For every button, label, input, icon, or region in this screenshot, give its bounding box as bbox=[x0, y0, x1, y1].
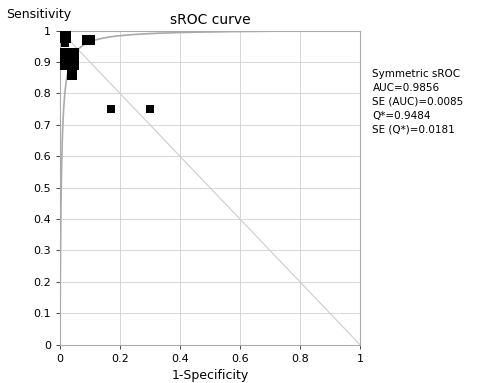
Point bbox=[83, 37, 91, 43]
Text: Sensitivity: Sensitivity bbox=[6, 8, 71, 21]
Point bbox=[68, 72, 76, 78]
Point bbox=[107, 106, 115, 112]
Point bbox=[58, 31, 66, 37]
Point bbox=[60, 34, 68, 40]
Point bbox=[60, 40, 68, 46]
Text: Symmetric sROC
AUC=0.9856
SE (AUC)=0.0085
Q*=0.9484
SE (Q*)=0.0181: Symmetric sROC AUC=0.9856 SE (AUC)=0.008… bbox=[372, 69, 464, 135]
X-axis label: 1-Specificity: 1-Specificity bbox=[172, 369, 248, 382]
Point bbox=[66, 59, 74, 65]
Title: sROC curve: sROC curve bbox=[170, 13, 250, 27]
Point bbox=[64, 56, 72, 62]
Point bbox=[86, 37, 94, 43]
Point bbox=[146, 106, 154, 112]
